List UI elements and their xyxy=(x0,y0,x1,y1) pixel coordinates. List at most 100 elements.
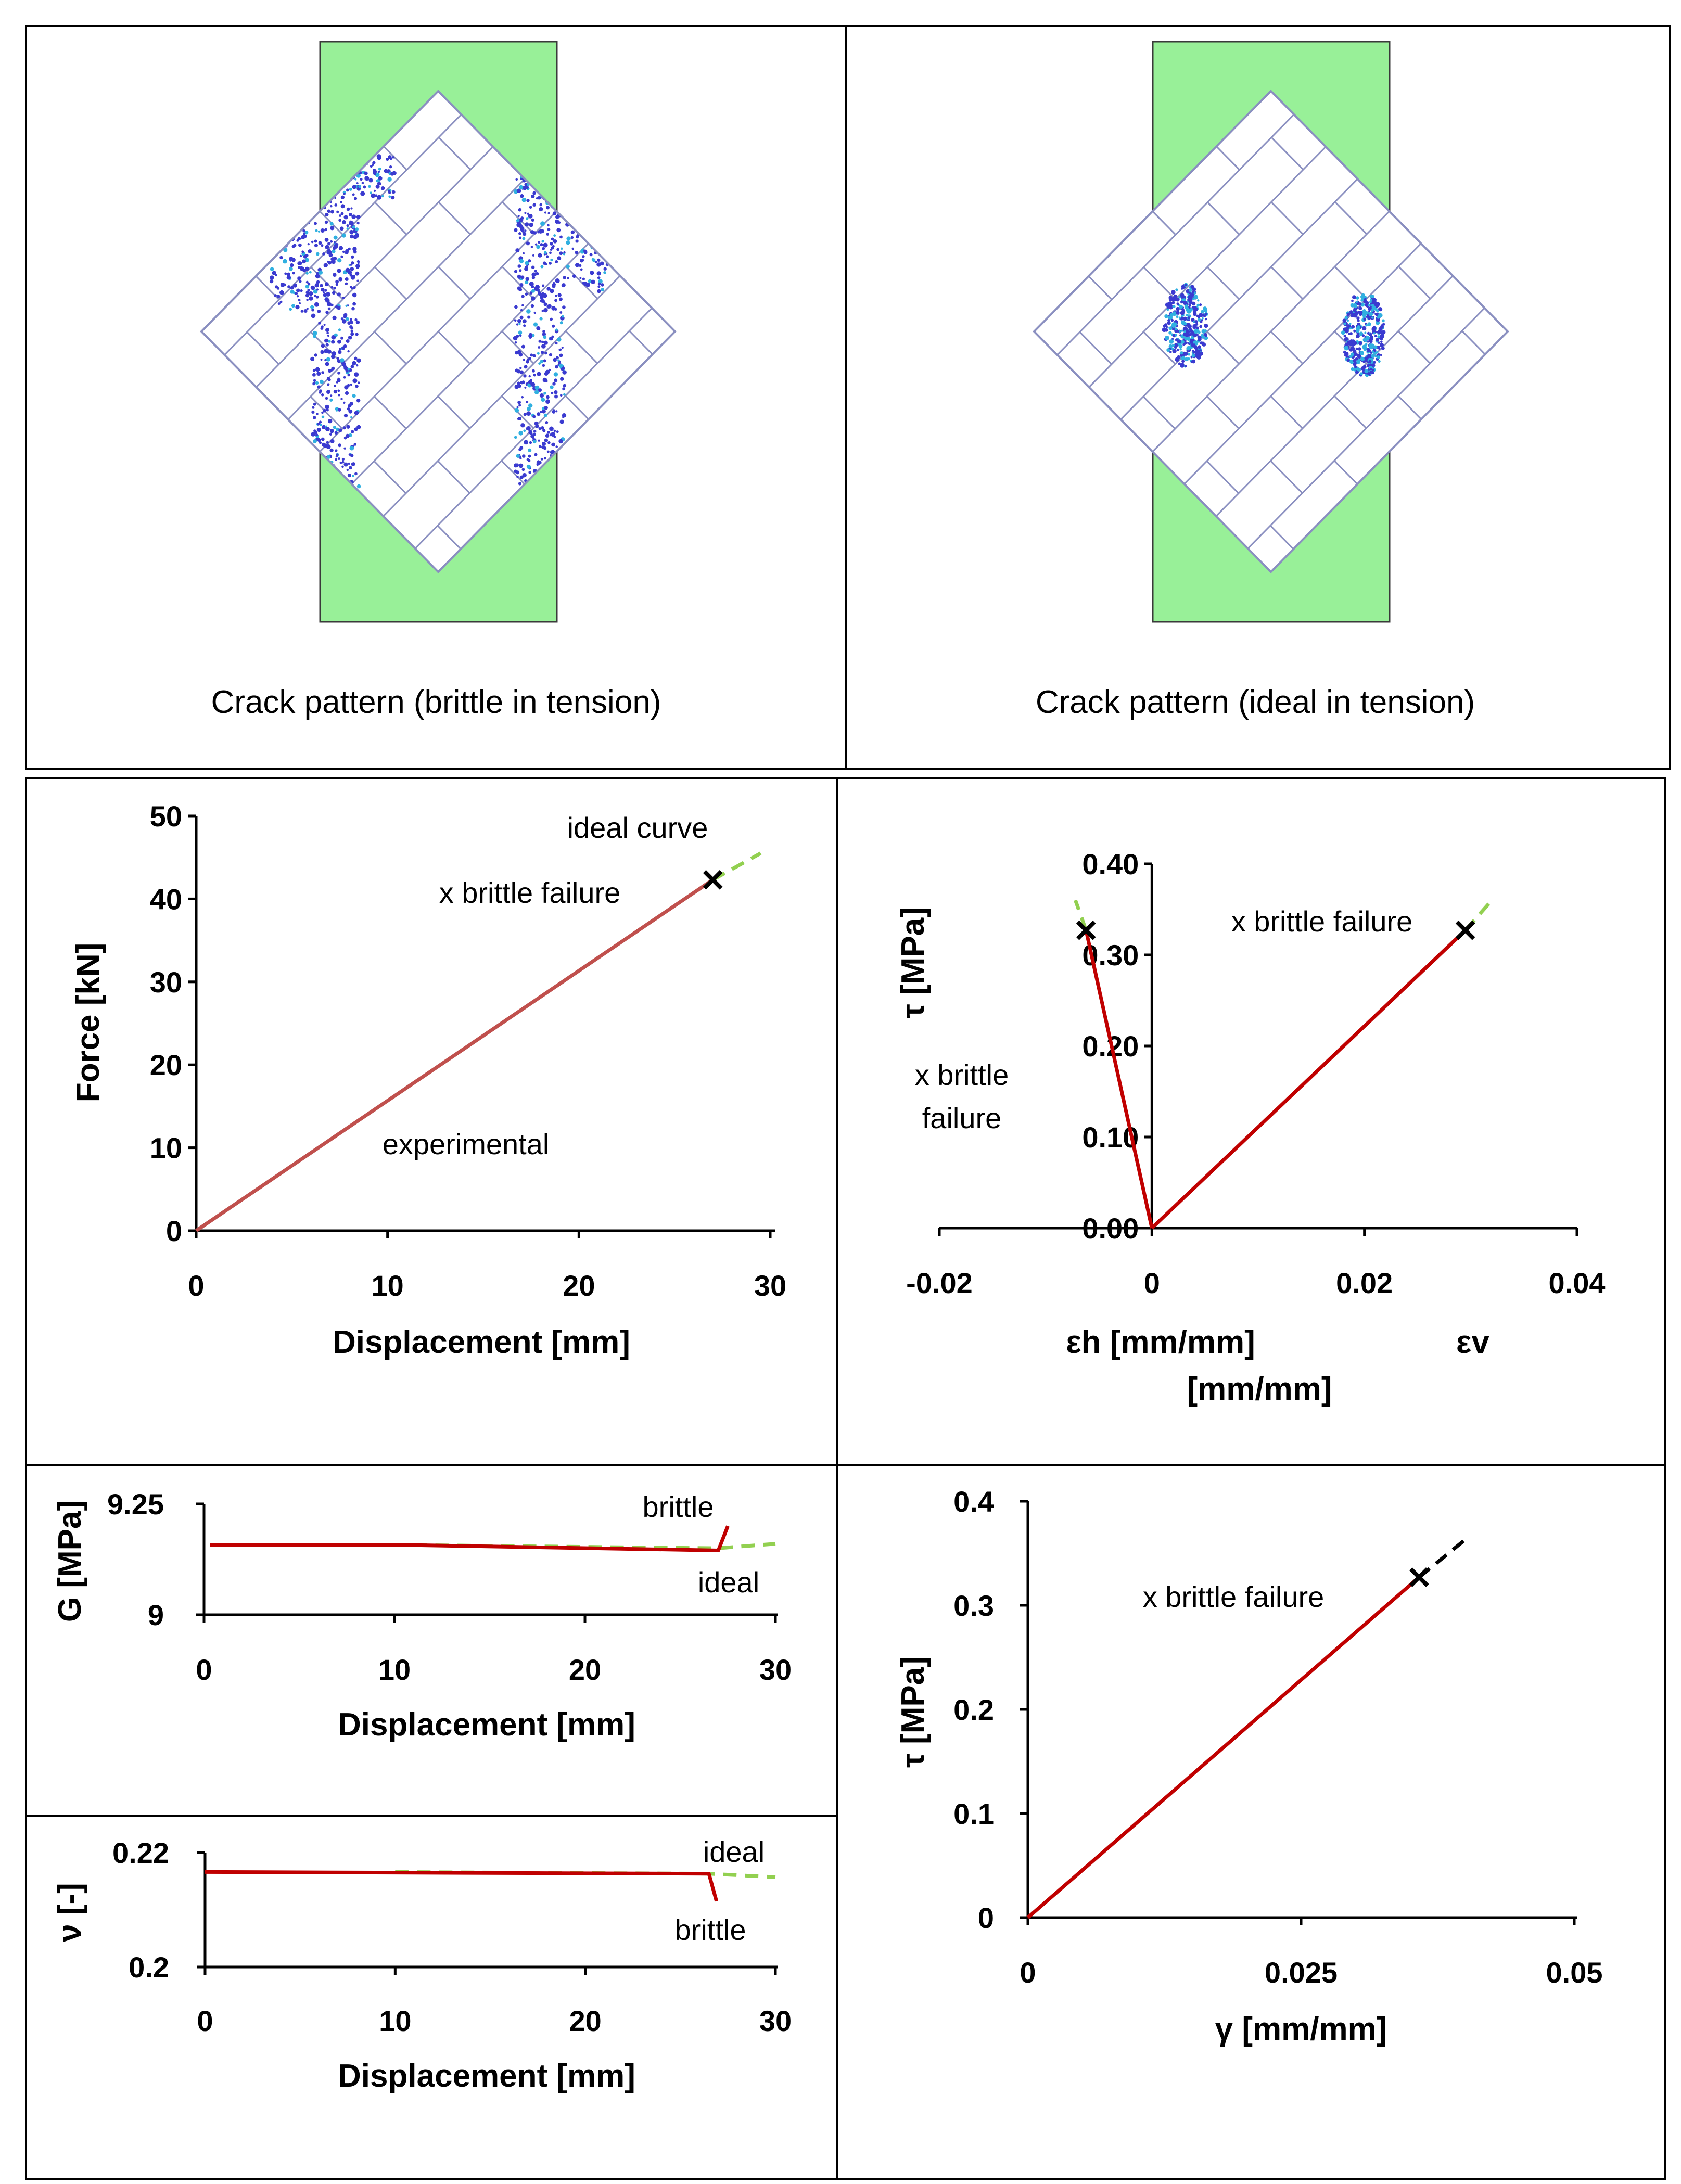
crack-dot xyxy=(338,394,340,397)
x-tick-label: 0.025 xyxy=(1265,1956,1338,1989)
crack-dot xyxy=(1194,342,1198,346)
crack-dot xyxy=(287,285,291,289)
crack-dot xyxy=(325,328,329,333)
crack-dot xyxy=(329,433,332,436)
annotation-brittle: brittle xyxy=(643,1490,714,1523)
crack-dot xyxy=(519,315,524,320)
crack-dot xyxy=(351,255,354,259)
bed-joint xyxy=(204,94,675,572)
crack-dot xyxy=(295,305,300,310)
crack-dot xyxy=(340,212,344,215)
crack-dot xyxy=(517,381,520,385)
crack-dot xyxy=(323,293,327,297)
crack-dot xyxy=(517,319,521,323)
crack-dot xyxy=(325,310,329,314)
crack-dot xyxy=(1359,372,1363,376)
crack-dot xyxy=(554,390,558,394)
crack-dot xyxy=(320,350,324,354)
crack-dot xyxy=(279,220,282,223)
crack-dot xyxy=(604,219,606,222)
crack-dot xyxy=(592,258,596,262)
crack-dot xyxy=(561,247,563,250)
crack-dot xyxy=(526,411,531,416)
crack-dot xyxy=(327,334,330,337)
head-joint xyxy=(1654,71,1681,104)
crack-dot xyxy=(349,325,353,329)
head-joint xyxy=(693,266,725,298)
crack-dot xyxy=(279,300,283,303)
crack-dot xyxy=(318,241,322,245)
y-tick-label: 0.2 xyxy=(129,1951,169,1984)
crack-dot xyxy=(310,456,314,461)
crack-dot xyxy=(324,359,327,362)
crack-dot xyxy=(1179,304,1183,309)
crack-dot xyxy=(550,450,554,455)
crack-dot xyxy=(1180,364,1185,368)
crack-dot xyxy=(355,333,359,336)
head-joint xyxy=(246,461,279,494)
crack-dot xyxy=(314,161,317,164)
crack-dot xyxy=(274,232,277,235)
crack-dot xyxy=(1204,318,1207,321)
crack-dot xyxy=(1200,320,1203,323)
crack-dot xyxy=(560,488,564,492)
y-tick-label: 20 xyxy=(150,1049,182,1081)
crack-dot xyxy=(590,218,594,222)
head-joint xyxy=(888,656,920,688)
crack-dot xyxy=(1198,337,1202,341)
crack-dot xyxy=(536,272,539,275)
head-joint xyxy=(0,656,23,688)
crack-dot xyxy=(297,237,301,241)
head-joint xyxy=(201,137,217,171)
head-joint xyxy=(182,785,214,818)
crack-dot xyxy=(327,307,331,311)
crack-dot xyxy=(312,167,317,171)
crack-dot xyxy=(1203,306,1207,311)
crack-dot xyxy=(330,226,335,231)
crack-dot xyxy=(1371,305,1376,310)
crack-dot xyxy=(1169,339,1174,344)
crack-dot xyxy=(360,177,363,181)
crack-dot xyxy=(531,369,535,373)
crack-dot xyxy=(350,365,354,368)
crack-dot xyxy=(524,440,528,445)
crack-dot xyxy=(597,258,601,262)
crack-dot xyxy=(333,273,337,277)
crack-dot xyxy=(311,160,315,163)
crack-dot xyxy=(280,240,283,242)
crack-dot xyxy=(597,285,601,288)
crack-dot xyxy=(1368,311,1373,316)
head-joint xyxy=(1078,461,1112,494)
crack-dot xyxy=(536,461,541,465)
crack-dot xyxy=(529,282,534,287)
crack-dot xyxy=(1190,285,1194,289)
head-joint xyxy=(824,656,856,688)
crack-dot xyxy=(356,484,361,489)
crack-dot xyxy=(312,182,314,184)
crack-dot xyxy=(311,166,315,170)
crack-dot xyxy=(1373,361,1376,364)
crack-dot xyxy=(334,431,338,435)
crack-dot xyxy=(314,239,317,243)
crack-dot xyxy=(557,359,560,362)
crack-dot xyxy=(1194,320,1198,324)
crack-dot xyxy=(543,413,547,417)
head-joint xyxy=(1034,461,1048,495)
crack-dot xyxy=(337,371,340,375)
crack-dot xyxy=(549,251,552,254)
head-joint xyxy=(310,785,341,817)
crack-dot xyxy=(354,427,358,431)
crack-dot xyxy=(1201,318,1203,322)
x-tick-label: 0 xyxy=(1144,1267,1160,1299)
y-tick-label: 0.22 xyxy=(112,1836,169,1869)
crack-dot xyxy=(275,246,278,249)
crack-dot xyxy=(558,221,561,224)
head-joint xyxy=(824,462,856,494)
head-joint xyxy=(1397,590,1429,622)
x-tick-label: 0.04 xyxy=(1549,1267,1606,1299)
crack-dot xyxy=(1344,352,1349,356)
crack-dot xyxy=(352,247,357,251)
crack-dot xyxy=(551,442,555,447)
head-joint xyxy=(1270,136,1304,171)
